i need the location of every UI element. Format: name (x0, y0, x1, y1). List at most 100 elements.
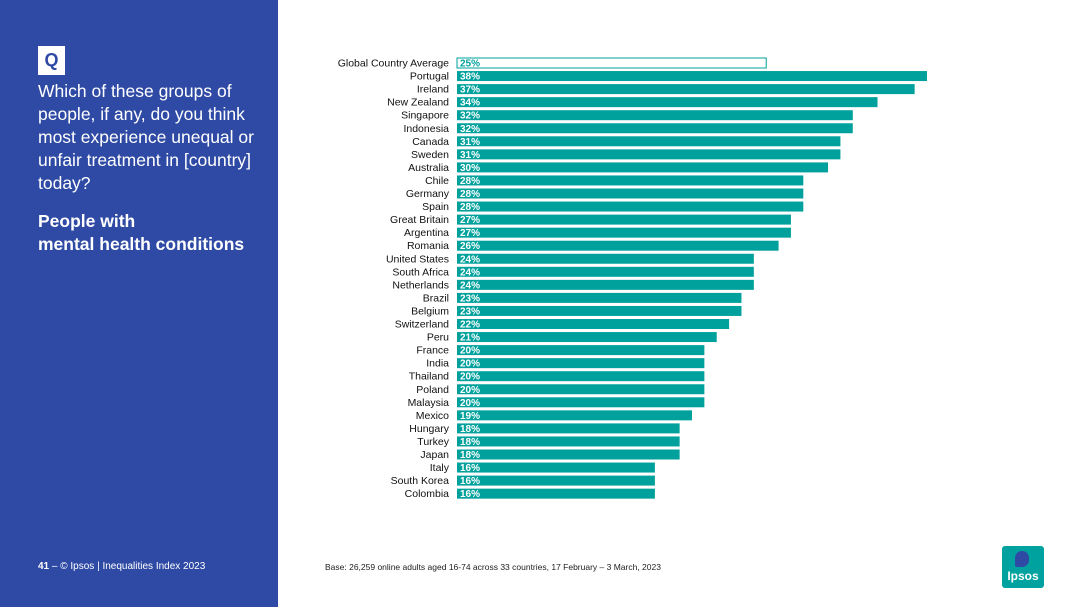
value-label: 31% (460, 150, 480, 161)
sidebar: Q Which of these groups of people, if an… (0, 0, 278, 607)
category-label: Netherlands (392, 279, 449, 291)
category-label: Poland (416, 384, 449, 396)
value-label: 19% (460, 411, 480, 422)
value-label: 20% (460, 398, 480, 409)
bar (457, 423, 680, 434)
bar (457, 253, 754, 264)
category-label: India (426, 358, 449, 370)
subject-text: People with mental health conditions (38, 210, 270, 256)
value-label: 21% (460, 333, 480, 344)
bar (457, 345, 705, 356)
bar (457, 136, 841, 147)
bar (457, 397, 705, 408)
value-label: 22% (460, 320, 480, 331)
bar (457, 410, 692, 421)
bar (457, 162, 829, 173)
value-label: 23% (460, 306, 480, 317)
bar (457, 201, 804, 212)
bar (457, 227, 791, 238)
value-label: 34% (460, 98, 480, 109)
bar (457, 214, 791, 225)
subject-line-2: mental health conditions (38, 234, 245, 254)
category-label: Mexico (416, 410, 449, 422)
bar (457, 188, 804, 199)
question-badge: Q (38, 46, 65, 75)
bar (457, 305, 742, 316)
category-label: Indonesia (403, 123, 449, 135)
bar (457, 358, 705, 369)
bar (457, 332, 717, 343)
category-label: South Korea (391, 475, 450, 487)
bar (457, 371, 705, 382)
category-label: Peru (427, 332, 449, 344)
bar (457, 71, 927, 82)
category-label: France (416, 345, 449, 357)
base-note: Base: 26,259 online adults aged 16-74 ac… (325, 562, 661, 572)
bar (457, 240, 779, 251)
category-label: Great Britain (390, 214, 449, 226)
value-label: 30% (460, 163, 480, 174)
category-label: Italy (430, 462, 450, 474)
value-label: 37% (460, 85, 480, 96)
category-label: Australia (408, 162, 449, 174)
category-label: Chile (425, 175, 449, 187)
value-label: 20% (460, 359, 480, 370)
value-label: 20% (460, 385, 480, 396)
category-label: Global Country Average (338, 58, 449, 70)
bar (457, 462, 655, 473)
category-label: Canada (412, 136, 449, 148)
category-label: New Zealand (387, 97, 449, 109)
bar (457, 384, 705, 395)
bar (457, 123, 853, 134)
category-label: Singapore (401, 110, 449, 122)
footer: 41 – © Ipsos | Inequalities Index 2023 (38, 561, 205, 572)
page-number: 41 (38, 561, 50, 572)
value-label: 20% (460, 372, 480, 383)
category-label: Ireland (417, 84, 449, 96)
value-label: 20% (460, 346, 480, 357)
bar (456, 57, 767, 69)
value-label: 16% (460, 489, 480, 500)
category-label: Sweden (411, 149, 449, 161)
category-label: Thailand (409, 371, 449, 383)
value-label: 25% (460, 59, 480, 70)
category-label: Romania (407, 240, 449, 252)
ipsos-logo: Ipsos (1002, 546, 1044, 588)
category-label: Malaysia (408, 397, 450, 409)
value-label: 18% (460, 450, 480, 461)
category-label: Japan (420, 449, 449, 461)
logo-mark-icon (1015, 551, 1029, 567)
bar (457, 110, 853, 121)
bar (457, 488, 655, 499)
category-label: Spain (422, 201, 449, 213)
value-label: 16% (460, 463, 480, 474)
bar (457, 319, 730, 329)
value-label: 31% (460, 137, 480, 148)
bar (457, 279, 754, 290)
value-label: 27% (460, 215, 480, 226)
bar (457, 149, 841, 160)
value-label: 27% (460, 228, 480, 239)
category-label: Germany (406, 188, 450, 200)
value-label: 32% (460, 124, 480, 135)
category-label: United States (386, 253, 449, 265)
category-label: Brazil (423, 292, 449, 304)
bar (457, 175, 804, 186)
category-label: Switzerland (395, 319, 449, 331)
category-label: Hungary (409, 423, 449, 435)
bar (457, 266, 754, 277)
value-label: 38% (460, 72, 480, 83)
subject-line-1: People with (38, 211, 136, 231)
category-label: Belgium (411, 305, 449, 317)
bar-chart: Global Country Average 25% Portugal 38% Irel… (338, 57, 927, 500)
bar (457, 84, 915, 95)
bar (457, 436, 680, 447)
category-label: Portugal (410, 71, 449, 83)
value-label: 23% (460, 293, 480, 304)
value-label: 18% (460, 437, 480, 448)
category-label: Colombia (405, 488, 450, 500)
category-label: Argentina (404, 227, 449, 239)
category-label: Turkey (417, 436, 449, 448)
category-label: South Africa (392, 266, 449, 278)
footer-text: – © Ipsos | Inequalities Index 2023 (51, 561, 206, 572)
